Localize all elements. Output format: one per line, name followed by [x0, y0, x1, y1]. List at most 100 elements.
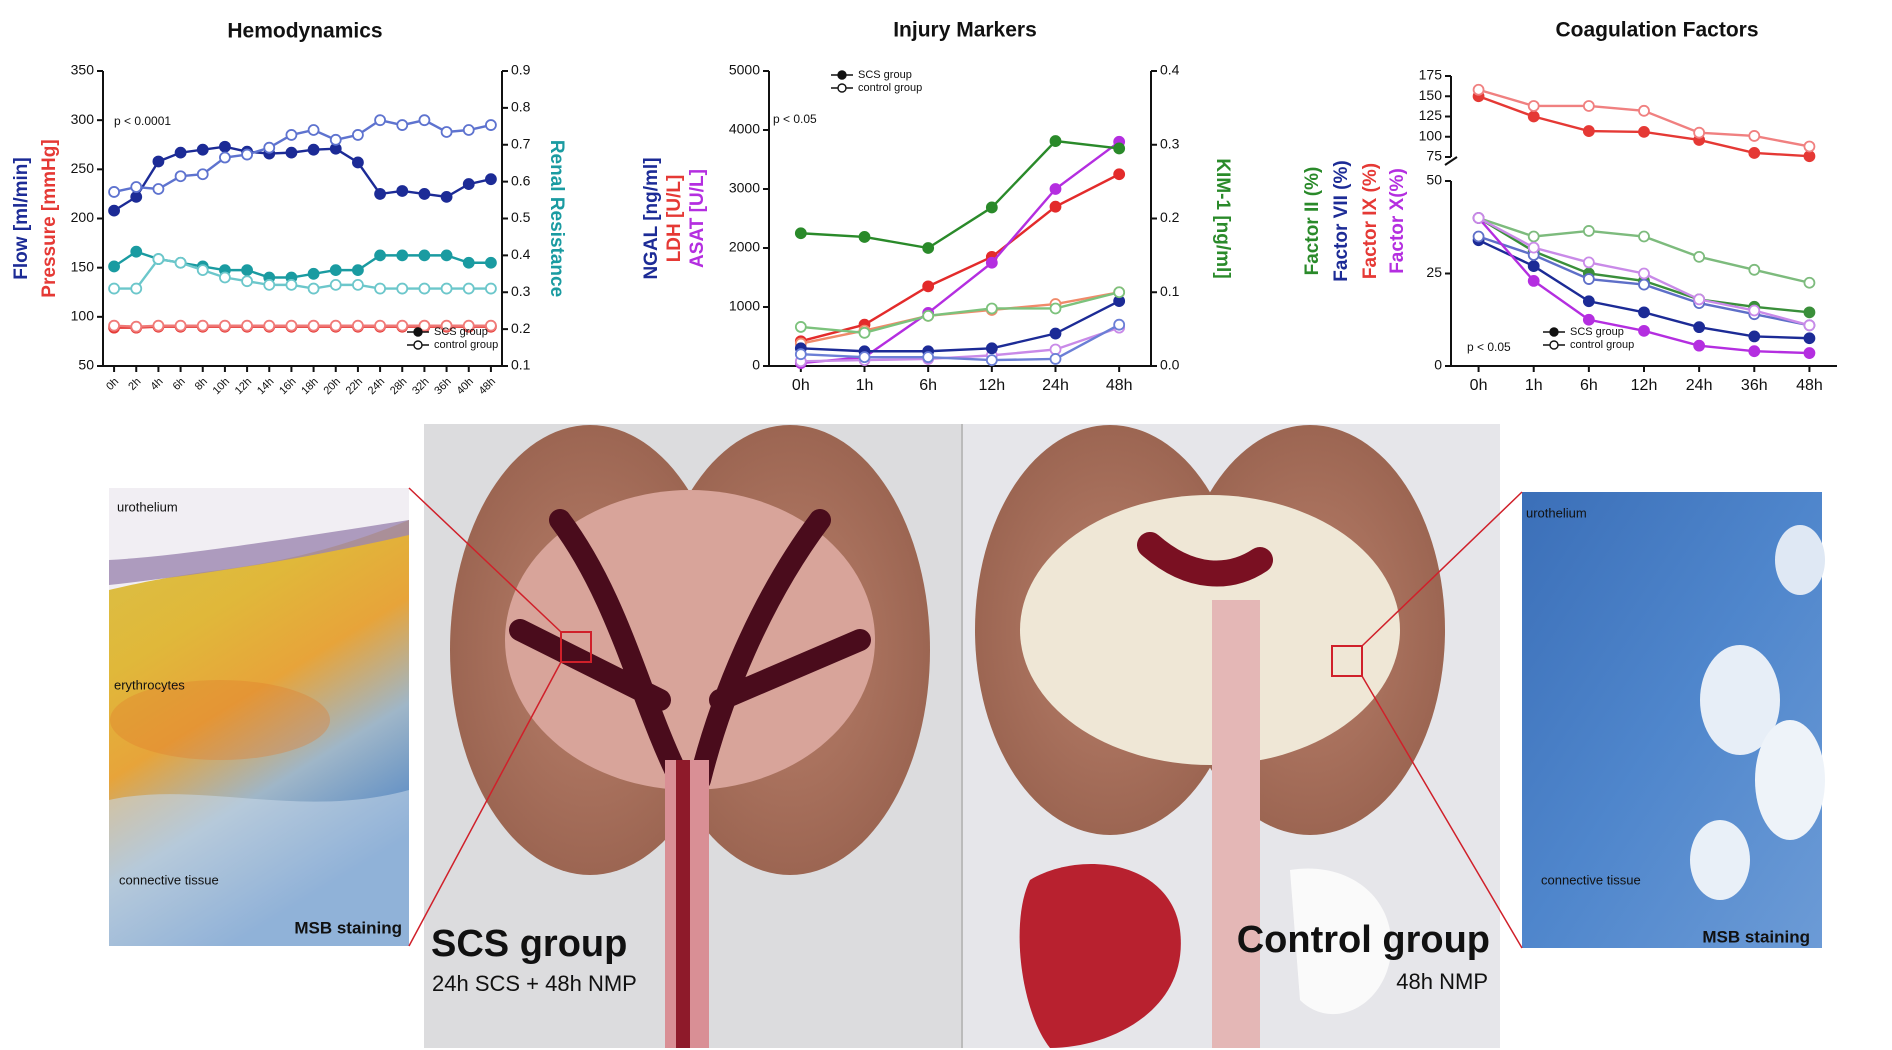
x-tick-label: 48h	[1796, 377, 1823, 394]
data-point	[1803, 306, 1816, 319]
data-point	[462, 124, 475, 136]
data-point	[1748, 345, 1761, 358]
data-point	[485, 119, 497, 131]
annotation: p < 0.05	[773, 112, 817, 126]
x-tick-label: 4h	[148, 376, 165, 393]
x-tick-label: 6h	[1580, 377, 1598, 394]
x-tick-label: 24h	[1042, 377, 1069, 394]
data-point	[462, 282, 475, 295]
data-point	[130, 282, 143, 295]
data-point	[418, 282, 431, 295]
data-point	[196, 168, 209, 181]
y2-tick-label: 0.2	[1160, 209, 1180, 225]
y-axis-title: LDH [U/L]	[664, 175, 685, 263]
data-point	[418, 188, 431, 200]
data-point	[1049, 353, 1062, 365]
data-point	[485, 256, 497, 269]
data-point	[1527, 241, 1540, 254]
data-point	[130, 181, 143, 193]
series-line	[800, 323, 1120, 362]
data-point	[1049, 327, 1062, 340]
y-axis-title: Factor IX (%)	[1360, 163, 1381, 279]
legend-marker	[1549, 340, 1559, 350]
data-point	[352, 129, 364, 141]
stain-label: MSB staining	[294, 918, 402, 937]
data-point	[307, 143, 320, 156]
data-point	[418, 319, 431, 332]
legend-marker	[1549, 327, 1559, 337]
y-tick-label: 100	[71, 308, 95, 324]
data-point	[1803, 150, 1816, 163]
series-line	[800, 326, 1120, 363]
x-tick-label: 12h	[233, 376, 254, 397]
group-title: Control group	[1237, 919, 1490, 961]
data-point	[307, 267, 320, 280]
data-point	[922, 280, 935, 293]
data-point	[922, 242, 935, 254]
data-point	[130, 320, 143, 333]
y2-tick-label: 0.7	[511, 135, 531, 151]
x-tick-label: 10h	[211, 376, 232, 397]
data-point	[1638, 278, 1650, 291]
data-point	[1748, 304, 1761, 317]
x-tick-label: 36h	[1741, 377, 1768, 394]
y-tick-label: 200	[71, 209, 95, 225]
series-line	[800, 140, 1120, 365]
x-tick-label: 20h	[321, 376, 342, 397]
data-point	[374, 249, 386, 262]
data-point	[130, 245, 143, 258]
legend-marker	[837, 83, 847, 93]
y-tick-label: 125	[1419, 107, 1443, 123]
data-point	[174, 170, 187, 183]
data-point	[858, 326, 871, 339]
data-point	[794, 321, 807, 333]
y2-tick-label: 0.8	[511, 99, 531, 115]
data-point	[922, 309, 935, 322]
data-point	[1748, 130, 1761, 142]
data-point	[1693, 339, 1706, 352]
data-point	[1113, 318, 1126, 331]
data-point	[985, 342, 998, 355]
y-axis-title: ASAT [U/L]	[687, 169, 708, 268]
legend-label: control group	[1570, 339, 1634, 351]
data-point	[1638, 324, 1650, 337]
data-point	[241, 319, 253, 332]
data-point	[1803, 140, 1816, 153]
y2-tick-label: 0.1	[511, 357, 531, 373]
data-point	[174, 146, 187, 159]
y2-tick-label: 0.0	[1160, 357, 1180, 373]
legend-label: control group	[434, 339, 498, 351]
legend-label: SCS group	[434, 326, 488, 338]
data-point	[1748, 330, 1761, 343]
x-tick-label: 0h	[104, 376, 121, 393]
x-tick-label: 16h	[277, 376, 298, 397]
data-point	[374, 188, 386, 200]
data-point	[485, 282, 497, 295]
y-tick-label: 50	[78, 357, 94, 373]
x-tick-label: 32h	[410, 376, 431, 397]
data-point	[152, 319, 165, 332]
data-point	[1527, 274, 1540, 287]
data-point	[1582, 100, 1595, 112]
data-point	[307, 282, 320, 295]
y-axis-title: Factor VII (%)	[1331, 160, 1352, 281]
data-point	[108, 319, 120, 332]
data-point	[462, 319, 475, 332]
data-point	[108, 186, 120, 198]
label: connective tissue	[119, 872, 219, 887]
label: connective tissue	[1541, 872, 1641, 887]
x-tick-label: 14h	[255, 376, 276, 397]
data-point	[440, 249, 453, 262]
legend-label: SCS group	[1570, 326, 1624, 338]
x-tick-label: 48h	[477, 376, 498, 397]
x-tick-label: 24h	[366, 376, 387, 397]
data-point	[1582, 313, 1595, 326]
y-axis-title: NGAL [ng/ml]	[641, 157, 662, 279]
data-point	[174, 256, 187, 269]
data-point	[374, 319, 386, 332]
data-point	[985, 302, 998, 315]
axis-break	[1444, 156, 1458, 166]
data-point	[1693, 126, 1706, 139]
y-tick-label: 150	[1419, 87, 1443, 103]
